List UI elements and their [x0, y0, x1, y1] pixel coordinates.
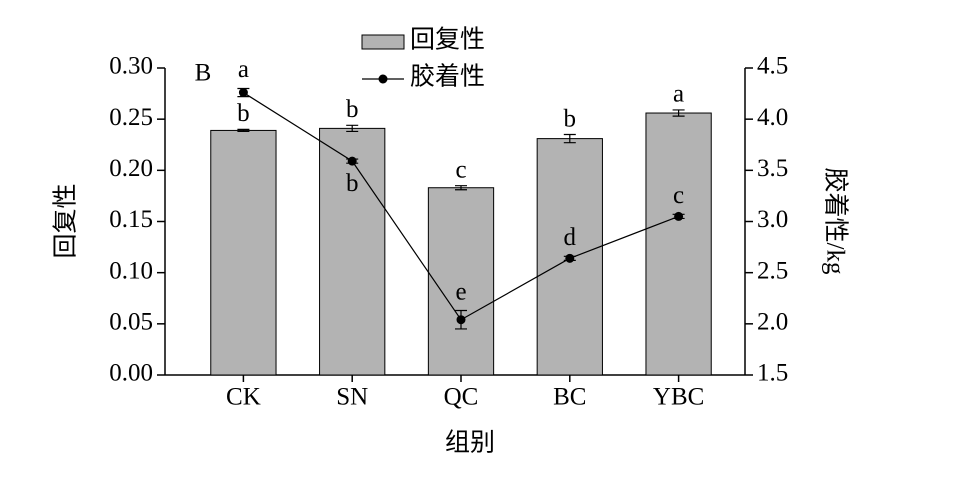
y-tick-label: 0.05 — [109, 309, 153, 336]
error-bar — [563, 133, 576, 144]
point — [456, 315, 466, 325]
x-tick-label: YBC — [653, 384, 704, 411]
significance-label: b — [237, 100, 250, 127]
y2-tick-label: 3.0 — [757, 206, 788, 233]
y-axis-title: 回复性 — [52, 183, 80, 258]
legend-swatch — [361, 34, 405, 50]
legend-swatch — [378, 74, 388, 84]
significance-label: b — [346, 170, 359, 197]
significance-label: e — [455, 278, 466, 305]
y2-tick-label: 2.5 — [757, 257, 788, 284]
significance-label: a — [238, 56, 249, 83]
bar — [645, 112, 712, 376]
significance-label: a — [673, 81, 684, 108]
y-tick-label: 0.20 — [109, 155, 153, 182]
y-tick-label: 0.15 — [109, 206, 153, 233]
y-tick-label: 0.25 — [109, 104, 153, 131]
error-bar — [237, 128, 250, 133]
significance-label: b — [564, 105, 577, 132]
panel-label: B — [195, 60, 212, 87]
x-tick-label: QC — [444, 384, 479, 411]
y-tick-label: 0.30 — [109, 53, 153, 80]
y2-tick-label: 4.0 — [757, 104, 788, 131]
y-tick-label: 0.00 — [109, 360, 153, 387]
y2-tick-label: 4.5 — [757, 53, 788, 80]
y-tick-label: 0.10 — [109, 257, 153, 284]
significance-label: b — [346, 96, 359, 123]
x-tick-label: BC — [553, 384, 586, 411]
x-tick-label: CK — [226, 384, 261, 411]
x-axis-title: 组别 — [445, 429, 495, 457]
legend-label: 胶着性 — [410, 63, 485, 91]
bar — [210, 129, 277, 376]
y2-tick-label: 3.5 — [757, 155, 788, 182]
point — [674, 211, 684, 221]
significance-label: d — [564, 224, 577, 251]
significance-label: c — [673, 182, 684, 209]
error-bar — [346, 124, 359, 133]
y2-tick-label: 2.0 — [757, 309, 788, 336]
y2-axis-title: 胶着性/kg — [821, 168, 849, 275]
legend-label: 回复性 — [410, 26, 485, 54]
error-bar — [455, 185, 467, 191]
y2-tick-label: 1.5 — [757, 360, 788, 387]
x-tick-label: SN — [336, 384, 368, 411]
significance-label: c — [455, 156, 466, 183]
point — [238, 88, 248, 98]
bar — [427, 187, 495, 376]
point — [565, 253, 575, 263]
error-bar — [672, 109, 685, 117]
point — [347, 156, 357, 166]
